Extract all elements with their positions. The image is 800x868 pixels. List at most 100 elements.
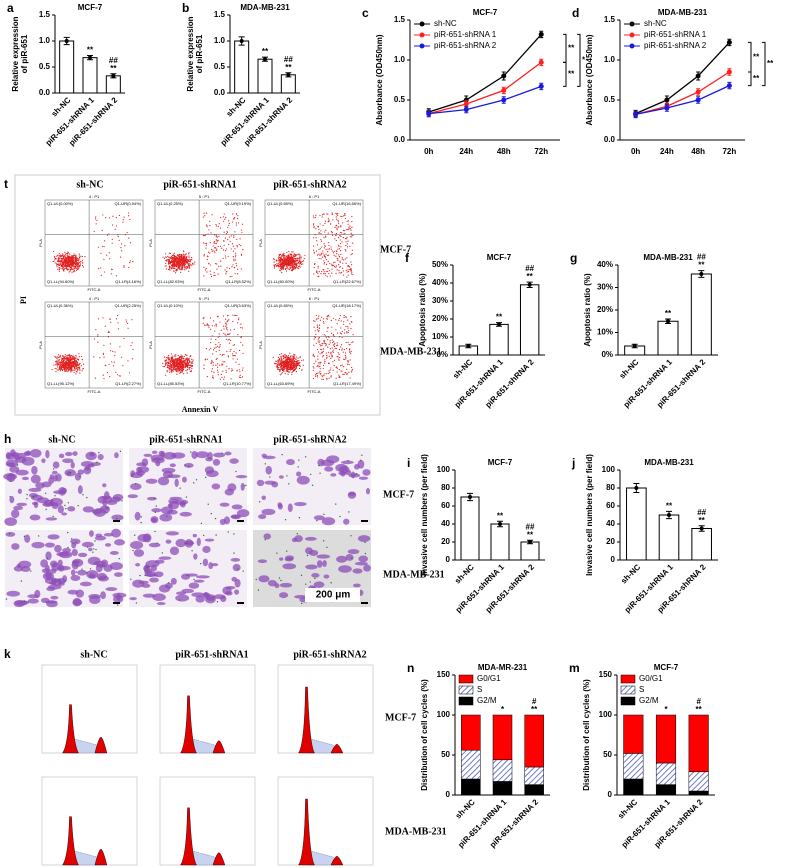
cell bbox=[352, 568, 363, 574]
event-dot bbox=[165, 262, 167, 265]
event-dot bbox=[324, 262, 326, 264]
event-dot bbox=[333, 345, 336, 348]
panel-label: a bbox=[7, 1, 14, 15]
event-dot bbox=[68, 271, 70, 273]
pore bbox=[242, 570, 244, 572]
quadrant-label: Q1-UR(16.56%) bbox=[332, 201, 361, 206]
event-dot bbox=[350, 270, 352, 272]
event-dot bbox=[111, 268, 113, 271]
event-dot bbox=[277, 356, 280, 358]
event-dot bbox=[172, 355, 174, 357]
event-dot bbox=[238, 243, 240, 246]
cell bbox=[204, 466, 215, 474]
quadrant-label: Q1-UR(2.25%) bbox=[115, 303, 142, 308]
bar-segment bbox=[688, 790, 709, 796]
event-dot bbox=[331, 263, 333, 265]
event-dot bbox=[111, 238, 113, 240]
pore bbox=[67, 502, 70, 504]
event-dot bbox=[172, 260, 174, 263]
event-dot bbox=[227, 238, 229, 241]
series-line bbox=[428, 33, 542, 113]
pore bbox=[45, 508, 47, 511]
event-dot bbox=[327, 248, 329, 250]
event-dot bbox=[169, 268, 171, 270]
event-dot bbox=[325, 343, 327, 345]
event-dot bbox=[169, 371, 171, 373]
event-dot bbox=[227, 320, 229, 322]
event-dot bbox=[188, 257, 190, 259]
event-dot bbox=[280, 353, 283, 355]
event-dot bbox=[230, 370, 233, 372]
event-dot bbox=[280, 270, 282, 272]
cell bbox=[365, 487, 370, 495]
legend-marker bbox=[419, 32, 425, 38]
quadrant-label: Q1-UR(9.19%) bbox=[225, 201, 252, 206]
event-dot bbox=[75, 267, 77, 269]
cell bbox=[175, 591, 187, 596]
event-dot bbox=[318, 257, 320, 260]
event-dot bbox=[54, 355, 56, 358]
cell bbox=[304, 536, 317, 541]
event-dot bbox=[168, 261, 170, 264]
column-label: piR-651-shRNA2 bbox=[273, 179, 346, 190]
event-dot bbox=[319, 340, 321, 342]
event-dot bbox=[211, 325, 214, 327]
event-dot bbox=[295, 356, 298, 358]
event-dot bbox=[225, 273, 227, 275]
bar bbox=[82, 57, 98, 94]
cell bbox=[296, 471, 302, 477]
event-dot bbox=[54, 258, 56, 261]
event-dot bbox=[165, 374, 167, 376]
event-dot bbox=[341, 258, 343, 260]
cell bbox=[305, 564, 318, 570]
pore bbox=[23, 600, 26, 602]
event-dot bbox=[102, 245, 104, 248]
event-dot bbox=[203, 212, 205, 214]
y-tick-label: 80 bbox=[606, 483, 615, 492]
cell bbox=[279, 582, 293, 588]
legend-label: G0/G1 bbox=[477, 674, 501, 683]
cell bbox=[46, 600, 58, 608]
cell bbox=[286, 459, 295, 466]
event-dot bbox=[64, 265, 66, 268]
event-dot bbox=[349, 225, 351, 227]
y-tick-label: 0.5 bbox=[39, 62, 51, 71]
quadrant-label: Q1-UR(0.94%) bbox=[115, 201, 142, 206]
event-dot bbox=[69, 366, 71, 368]
cell bbox=[142, 533, 152, 543]
event-dot bbox=[342, 222, 344, 224]
event-dot bbox=[340, 246, 342, 248]
event-dot bbox=[316, 319, 318, 321]
event-dot bbox=[325, 263, 328, 265]
event-dot bbox=[162, 256, 164, 258]
cell bbox=[25, 450, 31, 457]
y-tick-label: 40 bbox=[606, 519, 615, 528]
event-dot bbox=[292, 360, 294, 362]
cell bbox=[277, 503, 283, 510]
quadrant-label: Q1-LL(94.60%) bbox=[47, 279, 75, 284]
event-dot bbox=[345, 325, 347, 328]
event-dot bbox=[290, 362, 292, 364]
event-dot bbox=[190, 370, 193, 372]
event-dot bbox=[294, 255, 297, 257]
event-dot bbox=[192, 359, 194, 361]
event-dot bbox=[216, 236, 218, 238]
event-dot bbox=[182, 250, 184, 252]
event-dot bbox=[284, 264, 286, 266]
event-dot bbox=[162, 365, 164, 368]
event-dot bbox=[302, 364, 304, 366]
event-dot bbox=[350, 261, 352, 263]
event-dot bbox=[111, 224, 114, 226]
event-dot bbox=[172, 253, 174, 255]
event-dot bbox=[277, 256, 280, 258]
event-dot bbox=[69, 270, 71, 272]
event-dot bbox=[176, 263, 178, 265]
event-dot bbox=[283, 360, 285, 362]
event-dot bbox=[56, 255, 58, 257]
event-dot bbox=[324, 359, 326, 361]
event-dot bbox=[319, 370, 321, 372]
cell bbox=[104, 543, 112, 547]
y-tick-label: 1.0 bbox=[394, 55, 406, 64]
event-dot bbox=[313, 320, 315, 322]
event-dot bbox=[328, 316, 330, 318]
